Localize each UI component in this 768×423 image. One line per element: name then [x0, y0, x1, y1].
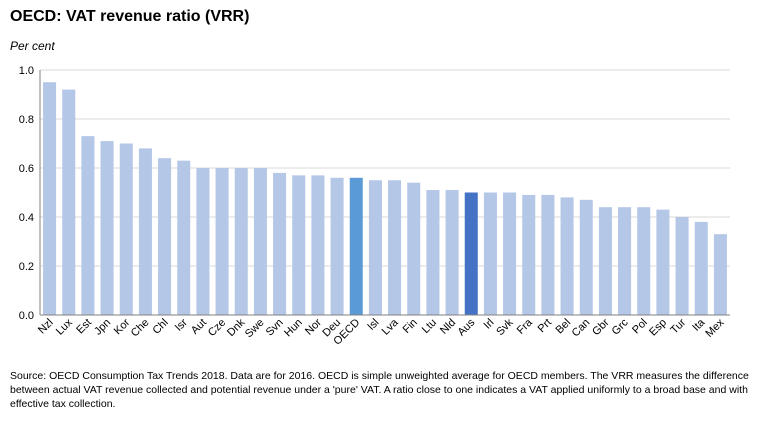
- x-tick-label: Aus: [455, 316, 477, 338]
- bar-pol: [637, 207, 651, 315]
- bar-chl: [158, 158, 172, 315]
- x-tick-label: Esp: [647, 317, 669, 339]
- bar-kor: [119, 143, 133, 315]
- bar-irl: [483, 192, 497, 315]
- x-tick-label: Isr: [173, 316, 190, 333]
- bars: [43, 82, 727, 315]
- x-tick-label: Kor: [112, 316, 133, 337]
- bar-esp: [656, 209, 670, 315]
- x-tick-label: Est: [74, 317, 94, 337]
- x-tick-label: Bel: [553, 317, 573, 337]
- x-tick-label: Ltu: [420, 317, 439, 336]
- gridlines: [40, 69, 730, 267]
- x-tick-label: Can: [570, 317, 593, 340]
- x-tick-label: Pol: [630, 317, 650, 337]
- bar-nld: [445, 190, 459, 315]
- x-tick-label: Chl: [151, 317, 171, 337]
- bar-isl: [368, 180, 382, 315]
- bar-ltu: [426, 190, 440, 315]
- x-tick-label: Nzl: [36, 317, 56, 337]
- bar-hun: [292, 175, 306, 315]
- x-tick-label: Dnk: [225, 316, 248, 339]
- bar-aus: [464, 192, 478, 315]
- bar-dnk: [234, 168, 248, 315]
- chart-title: OECD: VAT revenue ratio (VRR): [10, 8, 250, 25]
- bar-ita: [694, 221, 708, 315]
- x-tick-label: Isl: [365, 317, 381, 333]
- bar-mex: [713, 234, 727, 315]
- y-axis-unit-label: Per cent: [10, 39, 55, 53]
- bar-cze: [215, 168, 229, 315]
- x-tick-label: Nor: [303, 316, 324, 337]
- x-tick-label: Tur: [668, 316, 688, 336]
- bar-est: [81, 136, 95, 315]
- bar-jpn: [100, 141, 114, 315]
- bar-nzl: [43, 82, 57, 315]
- bar-bel: [560, 197, 574, 315]
- x-tick-label: Fin: [401, 317, 420, 336]
- y-tick-label: 0.8: [19, 114, 34, 126]
- x-tick-label: Che: [129, 317, 152, 340]
- bar-swe: [253, 168, 267, 315]
- bar-svk: [503, 192, 517, 315]
- x-tick-label: Fra: [515, 316, 536, 337]
- x-tick-label: Swe: [243, 317, 267, 341]
- x-tick-label: Gbr: [590, 316, 612, 338]
- bar-tur: [675, 217, 689, 315]
- bar-isr: [177, 160, 191, 315]
- source-note: Source: OECD Consumption Tax Trends 2018…: [10, 370, 749, 410]
- bar-lva: [388, 180, 402, 315]
- x-tick-label: Lva: [380, 316, 402, 338]
- bar-svn: [273, 172, 287, 315]
- bar-nor: [311, 175, 325, 315]
- x-tick-label: Nld: [438, 317, 458, 337]
- x-tick-label: Cze: [206, 317, 228, 339]
- y-tick-label: 0.2: [19, 261, 34, 273]
- y-tick-label: 1.0: [19, 65, 34, 77]
- y-tick-label: 0.4: [19, 212, 34, 224]
- x-tick-label: Grc: [610, 316, 631, 337]
- axes: [39, 70, 730, 316]
- x-tick-label: Prt: [536, 317, 554, 335]
- x-tick-label: Jpn: [92, 317, 113, 338]
- bar-oecd: [349, 177, 363, 315]
- y-tick-labels: 0.0 0.2 0.4 0.6 0.8 1.0: [19, 65, 34, 322]
- y-tick-label: 0.6: [19, 163, 34, 175]
- x-tick-label: Aut: [189, 317, 209, 337]
- x-tick-label: Hun: [282, 317, 305, 340]
- bar-lux: [62, 89, 76, 315]
- bar-deu: [330, 177, 344, 315]
- x-tick-label: Lux: [54, 316, 75, 337]
- bar-fra: [522, 194, 536, 315]
- y-tick-label: 0.0: [19, 310, 34, 322]
- bar-che: [138, 148, 152, 315]
- bar-can: [579, 199, 593, 315]
- x-tick-label: Svk: [494, 316, 516, 338]
- bar-fin: [407, 182, 421, 315]
- x-tick-label: Mex: [703, 316, 727, 340]
- bar-grc: [618, 207, 632, 315]
- x-tick-label: Svn: [264, 317, 286, 339]
- bar-prt: [541, 194, 555, 315]
- bar-gbr: [598, 207, 612, 315]
- bar-aut: [196, 168, 210, 315]
